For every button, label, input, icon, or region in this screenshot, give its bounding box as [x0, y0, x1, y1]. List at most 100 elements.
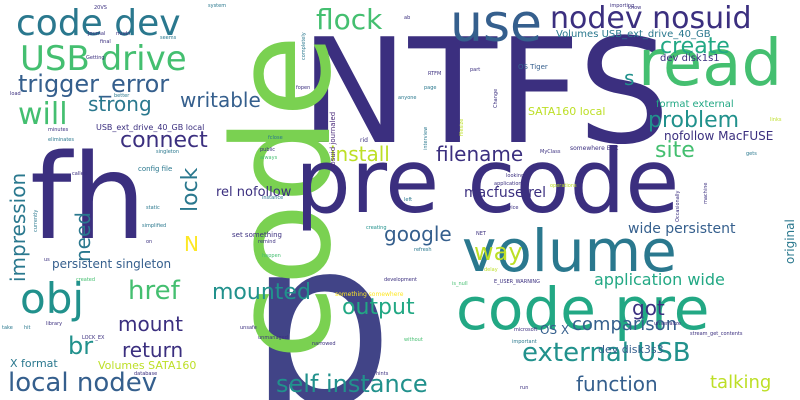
word-interview: interview: [423, 126, 429, 150]
word-links: links: [770, 117, 782, 123]
word-anyone: anyone: [398, 95, 417, 101]
word-volumes-sata: Volumes SATA160: [98, 359, 197, 372]
word-code-pre: code pre: [456, 275, 710, 343]
word-p: p: [248, 191, 394, 400]
word-lock: lock: [178, 167, 203, 212]
word-self-instance: self instance: [276, 370, 428, 398]
word-better: better: [114, 93, 130, 99]
word-run: run: [520, 385, 529, 391]
word-output: output: [342, 295, 415, 320]
word-persistent-singleton: persistent singleton: [52, 257, 172, 271]
word-writable: writable: [180, 88, 261, 112]
word-narrowed: narrowed: [312, 341, 336, 347]
word-creating: creating: [366, 225, 387, 231]
word-external-usb: external USB: [522, 338, 691, 368]
word-application: application: [494, 181, 522, 187]
word-dev-disk3s3: dev disk3s3: [598, 343, 664, 356]
word-trigger-error: trigger_error: [18, 70, 170, 98]
word-comparison: comparison: [572, 314, 678, 335]
word-development: development: [384, 277, 417, 283]
word-load: load: [10, 91, 21, 97]
word-operations: operations: [550, 183, 577, 189]
word-fclose: fclose: [268, 135, 283, 141]
word-use: use: [450, 0, 543, 54]
word-rid: rid: [360, 137, 368, 144]
word-dev-disk1s1: dev disk1s1: [660, 53, 720, 64]
word-database: database: [134, 371, 158, 377]
word-ntfs: NTFS: [300, 8, 670, 177]
word-read: read: [638, 27, 783, 101]
word-br: br: [68, 332, 94, 360]
word-us: us: [44, 257, 50, 263]
word-connect: connect: [120, 128, 208, 153]
word-ab: ab: [404, 15, 411, 21]
word-eliminates: eliminates: [48, 137, 74, 143]
word-unserialize: unserialize: [654, 321, 682, 327]
word-twos: 20VS: [94, 5, 107, 11]
word-function: function: [576, 372, 658, 396]
word-important: important: [512, 339, 537, 345]
word-net: NET: [476, 231, 486, 237]
word-without: without: [404, 337, 423, 343]
word-importing: importing: [610, 3, 635, 9]
word-config-file: config file: [138, 165, 173, 173]
word-hints: hints: [376, 371, 389, 377]
word-called: called: [72, 171, 87, 177]
word-advice: advice: [502, 205, 519, 211]
word-sata160-local: SATA160 local: [528, 105, 606, 118]
word-google: google: [384, 222, 452, 246]
word-lock-ex: LOCK_EX: [82, 335, 105, 341]
word-getting: Getting: [86, 55, 105, 61]
word-mount: mount: [118, 312, 183, 336]
word-is-null: is_null: [452, 281, 468, 287]
word-mudn: mudn: [116, 31, 131, 37]
word-public: public: [260, 147, 276, 153]
word-rel-nofollow: rel nofollow: [216, 185, 292, 200]
word-always: always: [260, 155, 278, 161]
word-filesize: filesize: [459, 118, 465, 136]
word-need: need: [71, 212, 95, 262]
word-wide-persistent: wide persistent: [628, 221, 736, 237]
word-system: system: [208, 3, 227, 9]
word-somewhere-edit: somewhere Edit: [570, 145, 619, 152]
word-install: install: [330, 142, 390, 166]
word-mounted: mounted: [212, 280, 311, 305]
word-nofollow-macfuse: nofollow MacFUSE: [664, 129, 774, 143]
word-library: library: [46, 321, 63, 327]
word-impression: impression: [6, 172, 30, 282]
word-problem: problem: [648, 108, 740, 133]
word-x-format: X format: [10, 357, 58, 370]
word-instance: instance: [262, 195, 284, 201]
word-stream-get-contents: stream_get_contents: [690, 331, 743, 337]
word-seems: seems: [160, 35, 177, 41]
word-happen: happen: [262, 253, 281, 259]
word-mycloss: MyClass: [540, 149, 561, 155]
word-left: left: [404, 197, 413, 203]
word-got: got: [632, 296, 665, 320]
word-local-nodev: local nodev: [8, 368, 158, 398]
word-journal: Journal: [88, 31, 106, 37]
word-talking: talking: [710, 372, 772, 393]
word-occasionally: Occasionally: [675, 190, 681, 222]
word-part: part: [470, 67, 481, 73]
word-way: way: [474, 238, 523, 266]
word-site: site: [655, 138, 695, 163]
word-original: original: [783, 219, 797, 264]
word-strong: strong: [88, 92, 152, 116]
word-fopen: fopen: [296, 85, 311, 91]
word-know: know: [628, 5, 642, 11]
word-pre-code: pre code: [295, 130, 680, 233]
word-obj: obj: [20, 274, 85, 323]
word-rtfm: RTFM: [428, 71, 442, 77]
word-delay: delay: [484, 267, 498, 273]
word-looking: looking: [506, 173, 525, 179]
word-page: page: [424, 85, 437, 91]
word-os-x: OS X: [540, 323, 570, 337]
word-unmanaged: unmanaged: [258, 335, 288, 341]
word-microsoft: microsoft: [514, 327, 538, 333]
word-unsafe: unsafe: [240, 325, 257, 331]
word-completely: completely: [301, 32, 307, 60]
word-volume: volume: [462, 217, 677, 285]
word-change: Change: [493, 88, 499, 108]
